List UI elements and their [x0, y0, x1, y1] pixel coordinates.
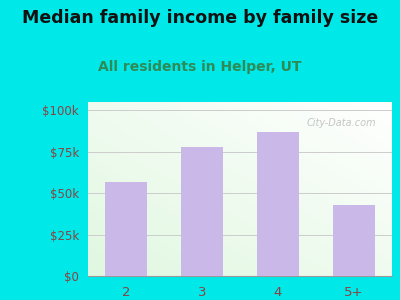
Bar: [105, 182, 147, 276]
Bar: [181, 147, 223, 276]
Text: City-Data.com: City-Data.com: [307, 118, 376, 128]
Bar: [333, 205, 375, 276]
Text: All residents in Helper, UT: All residents in Helper, UT: [98, 60, 302, 74]
Text: Median family income by family size: Median family income by family size: [22, 9, 378, 27]
Bar: [257, 132, 299, 276]
